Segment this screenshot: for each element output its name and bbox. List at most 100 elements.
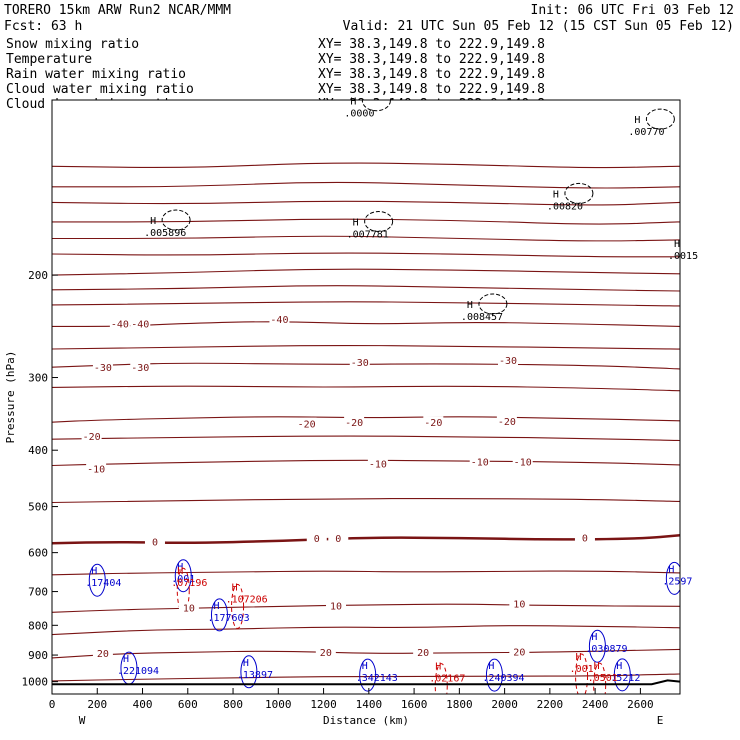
maximum-marker-h: H — [634, 115, 640, 126]
snow-contour — [564, 182, 594, 204]
maximum-marker-h: H — [616, 661, 622, 672]
isotherm-label-background — [326, 599, 347, 612]
maximum-marker-h: H — [177, 566, 183, 577]
plot-frame — [51, 99, 681, 695]
isotherm-line — [52, 459, 680, 467]
y-tick-label: 300 — [28, 372, 48, 385]
rain-water-contour — [231, 583, 245, 629]
isotherm-label: 20 — [320, 648, 332, 659]
cloud_water-maximum-value: .221094 — [117, 666, 159, 677]
axes — [51, 99, 681, 695]
isotherm-label-background — [178, 601, 199, 614]
x-tick-label: 800 — [223, 698, 243, 711]
terrain-surface — [52, 679, 681, 686]
isotherm-label-background — [509, 597, 530, 610]
isotherm-label-background — [92, 361, 113, 374]
snow-maximum-value: .0015 — [668, 251, 698, 262]
legend-cross-section-endpoints: XY= 38.3,149.8 to 222.9,149.8 — [318, 37, 545, 52]
rain-maximum-value: .07196 — [171, 578, 207, 589]
plot-area — [52, 100, 680, 694]
isotherm-line — [52, 268, 680, 276]
isotherm-label: -20 — [345, 418, 363, 429]
temperature-isotherms — [52, 162, 680, 682]
isotherm-label: 20 — [97, 649, 109, 660]
isotherm-label-background — [81, 429, 102, 442]
snow-maximum-value: .007781 — [347, 230, 389, 241]
snow-contours — [161, 100, 675, 315]
isotherm-line — [52, 162, 680, 169]
rain-maximum-value: .0501 — [588, 673, 618, 684]
cloud-water-contour — [613, 658, 631, 692]
x-tick-label: 2200 — [537, 698, 564, 711]
y-tick-label: 200 — [28, 269, 48, 282]
isotherm-label-background — [130, 317, 151, 330]
isotherm-labels: -40 -40 -40-30 -30 -30 -30-20-20 -20 -20 -20-10-… — [81, 313, 595, 660]
isotherm-label-background — [367, 457, 388, 470]
y-axis-label: Pressure (hPa) — [4, 351, 17, 444]
legend-field-name: Rain water mixing ratio — [6, 67, 186, 82]
cloud-water-contour — [240, 655, 258, 689]
isotherm-label-background — [498, 354, 519, 367]
maximum-marker-h: H — [553, 189, 559, 200]
maximum-marker-h: H — [362, 661, 368, 672]
isotherm-label: -20 — [498, 417, 516, 428]
cloud-water-contour — [359, 658, 377, 692]
maximum-marker-h: H — [177, 562, 183, 573]
isotherm-label-background — [109, 317, 130, 330]
legend-field-name: Cloud water mixing ratio — [6, 82, 194, 97]
cloud-water-contour — [588, 629, 606, 663]
snow-maximum-value: .005896 — [144, 228, 186, 239]
maximum-marker-h: H — [232, 582, 238, 593]
cloud_water-maximum-value: .342143 — [356, 673, 398, 684]
isotherm-label: 0 — [152, 537, 158, 548]
cloud_water-maximum-value: .17404 — [85, 578, 121, 589]
isotherm-label: -10 — [471, 457, 489, 468]
isotherm-label: -40 — [111, 319, 129, 330]
maximum-marker-h: H — [591, 632, 597, 643]
isotherm-label: 20 — [513, 648, 525, 659]
cloud_water-maximum-value: .2597 — [662, 576, 692, 587]
isotherm-line — [52, 181, 680, 189]
isotherm-label: -20 — [83, 432, 101, 443]
rain-maximum-value: .001 — [570, 664, 594, 675]
isotherm-label-background — [509, 645, 530, 658]
isotherm-line — [52, 497, 680, 504]
isotherm-label: -40 — [131, 319, 149, 330]
x-tick-label: 200 — [87, 698, 107, 711]
init-time: Init: 06 UTC Fri 03 Feb 12 — [531, 3, 735, 18]
isotherm-line — [52, 625, 680, 636]
rain-maximum-value: .02167 — [429, 674, 465, 685]
maximum-marker-h: H — [594, 661, 600, 672]
isotherm-label: 20 — [417, 648, 429, 659]
isotherm-label: -20 — [298, 420, 316, 431]
snow-contour — [478, 293, 508, 315]
maximum-marker-h: H — [243, 658, 249, 669]
cloud_water-maximum-value: .030879 — [585, 644, 627, 655]
rain-water-contour — [575, 653, 589, 694]
x-axis-ticks: 0 200 400 600 800 1000 1200 1400 1600 1800 2000 220… — [49, 688, 654, 711]
maximum-marker-h: H — [576, 652, 582, 663]
isotherm-label: -40 — [270, 315, 288, 326]
cloud-water-contours — [88, 559, 680, 692]
y-tick-label: 700 — [28, 586, 48, 599]
snow-maximum-value: .008457 — [461, 312, 503, 323]
snow-maximum-value: .00770 — [628, 127, 664, 138]
legend-cross-section-endpoints: XY= 38.3,149.8 to 222.9,149.8 — [318, 52, 545, 67]
isotherm-label-background — [469, 455, 490, 468]
isotherm-line — [52, 344, 680, 350]
isotherm-line — [52, 235, 680, 242]
isotherm-line — [52, 218, 680, 225]
isotherm-label-background — [496, 414, 517, 427]
maximum-marker-h: H — [668, 564, 674, 575]
isotherm-label: 10 — [183, 604, 195, 615]
legend-field-name: Temperature — [6, 52, 92, 67]
x-tick-label: 2600 — [627, 698, 654, 711]
y-tick-label: 500 — [28, 501, 48, 514]
isotherm-label: 0 — [582, 533, 588, 544]
isotherm-line — [52, 301, 680, 307]
cloud_water-maximum-value: .13897 — [237, 670, 273, 681]
isotherm-label-background — [130, 361, 151, 374]
isotherm-line — [52, 252, 680, 258]
isotherm-label-background — [349, 355, 370, 368]
isotherm-label: -20 — [424, 418, 442, 429]
